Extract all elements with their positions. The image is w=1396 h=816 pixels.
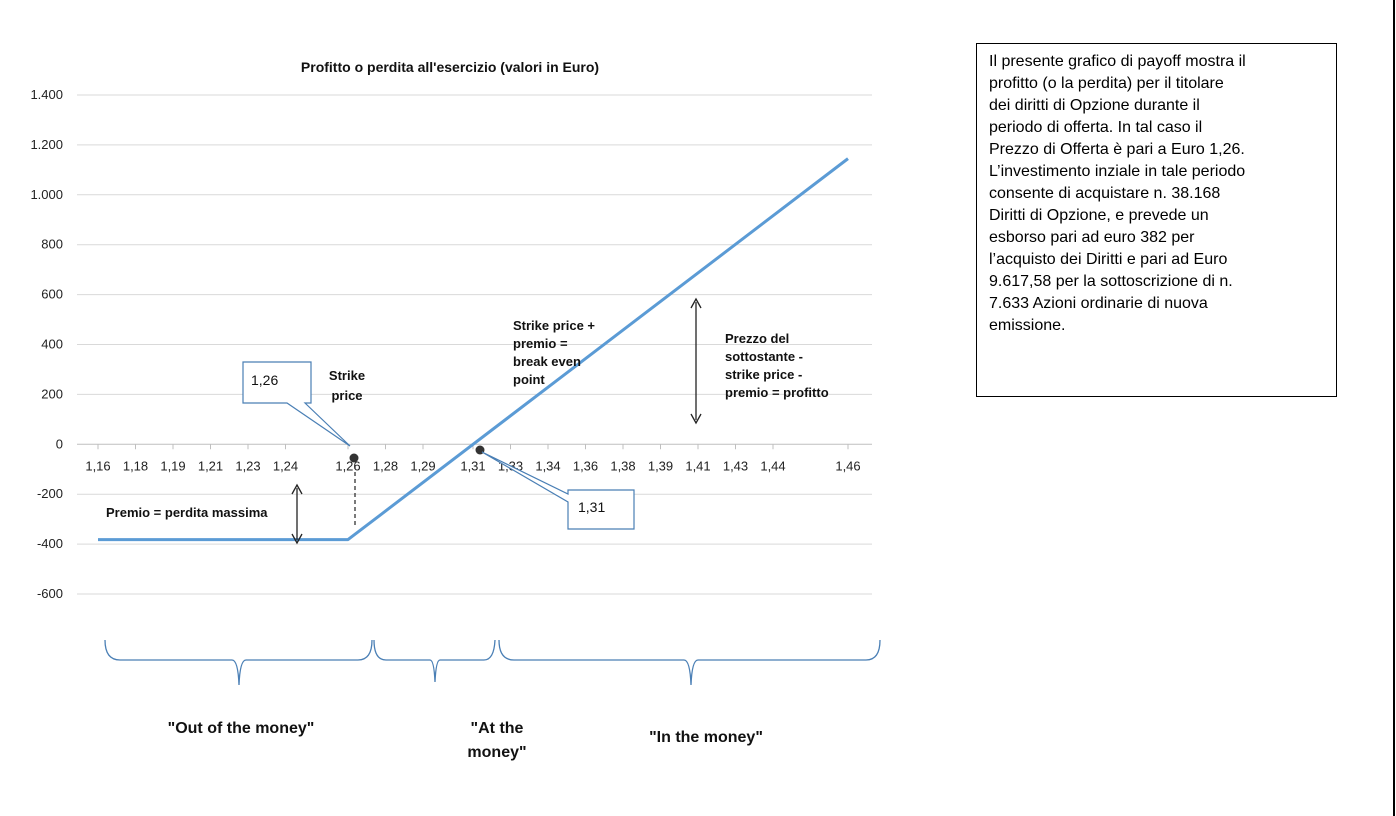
- profit-arrow: [690, 297, 702, 425]
- y-tick-label: 1.200: [30, 137, 63, 152]
- breakeven-callout-text: 1,31: [578, 499, 605, 515]
- premium-arrow: [291, 483, 303, 545]
- y-tick-label: -400: [37, 536, 63, 551]
- profit-label-line-4: premio = profitto: [725, 385, 829, 400]
- brace-in-the-money: [498, 639, 881, 686]
- brace-at-the-money: [373, 639, 496, 683]
- strike-callout: 1,26: [242, 361, 351, 447]
- info-line: 7.633 Azioni ordinarie di nuova: [989, 295, 1208, 312]
- y-tick-label: 1.400: [30, 87, 63, 102]
- x-tick-label: 1,43: [723, 458, 748, 473]
- info-line: Il presente grafico di payoff mostra il: [989, 53, 1246, 70]
- profit-label-line-2: sottostante -: [725, 349, 803, 364]
- x-axis: 1,16 1,18 1,19 1,21 1,23 1,24 1,26 1,28 1,29 1,31…: [77, 443, 872, 473]
- brace-out-of-the-money: [104, 639, 373, 686]
- breakeven-label-line-3: break even: [513, 354, 581, 369]
- gridlines: [77, 94, 872, 595]
- x-tick-label: 1,23: [235, 458, 260, 473]
- info-line: profitto (o la perdita) per il titolare: [989, 75, 1224, 92]
- x-tick-label: 1,44: [760, 458, 785, 473]
- profit-label-line-1: Prezzo del: [725, 331, 789, 346]
- y-tick-label: -200: [37, 486, 63, 501]
- info-line: l’acquisto dei Diritti e pari ad Euro: [989, 251, 1228, 268]
- x-tick-label: 1,18: [123, 458, 148, 473]
- strike-label-line-2: price: [331, 388, 362, 403]
- x-tick-label: 1,29: [410, 458, 435, 473]
- zone-label-at-the-money-line-1: "At the: [471, 720, 524, 737]
- x-tick-label: 1,39: [648, 458, 673, 473]
- page-right-border: [1393, 0, 1395, 816]
- info-text-box: Il presente grafico di payoff mostra il …: [976, 43, 1337, 397]
- chart-title: Profitto o perdita all'esercizio (valori…: [301, 59, 599, 75]
- info-line: Diritti di Opzione, e prevede un: [989, 207, 1209, 224]
- breakeven-label-line-2: premio =: [513, 336, 568, 351]
- x-tick-label: 1,16: [85, 458, 110, 473]
- y-tick-label: -600: [37, 586, 63, 601]
- breakeven-label-line-4: point: [513, 372, 545, 387]
- x-tick-label: 1,24: [273, 458, 298, 473]
- y-tick-label: 1.000: [30, 187, 63, 202]
- x-tick-label: 1,34: [535, 458, 560, 473]
- y-tick-label: 600: [41, 287, 63, 302]
- y-tick-label: 400: [41, 337, 63, 352]
- info-line: emissione.: [989, 317, 1066, 334]
- zone-label-out-of-the-money: "Out of the money": [168, 720, 315, 737]
- x-tick-label: 1,31: [460, 458, 485, 473]
- info-line: Prezzo di Offerta è pari a Euro 1,26.: [989, 141, 1245, 158]
- premium-label: Premio = perdita massima: [106, 505, 268, 520]
- strike-callout-text: 1,26: [251, 372, 278, 388]
- info-line: 9.617,58 per la sottoscrizione di n.: [989, 273, 1233, 290]
- x-tick-label: 1,21: [198, 458, 223, 473]
- info-line: periodo di offerta. In tal caso il: [989, 119, 1203, 136]
- x-tick-label: 1,28: [373, 458, 398, 473]
- x-tick-label: 1,36: [573, 458, 598, 473]
- strike-marker: [349, 453, 359, 463]
- zone-label-in-the-money: "In the money": [649, 729, 763, 746]
- x-tick-label: 1,41: [685, 458, 710, 473]
- breakeven-label-line-1: Strike price +: [513, 318, 595, 333]
- y-tick-label: 0: [56, 436, 63, 451]
- strike-label-line-1: Strike: [329, 368, 365, 383]
- info-line: consente di acquistare n. 38.168: [989, 185, 1221, 202]
- x-tick-label: 1,46: [835, 458, 860, 473]
- x-tick-label: 1,19: [160, 458, 185, 473]
- info-line: L’investimento inziale in tale periodo: [989, 163, 1246, 180]
- info-line: dei diritti di Opzione durante il: [989, 97, 1200, 114]
- y-tick-label: 800: [41, 237, 63, 252]
- series-group: [98, 157, 849, 542]
- y-tick-label: 200: [41, 386, 63, 401]
- y-axis-ticks: 1.400 1.200 1.000 800 600 400 200 0 -200 -400 -600: [30, 87, 63, 601]
- zone-label-at-the-money-line-2: money": [467, 744, 526, 761]
- breakeven-callout: 1,31: [481, 451, 635, 530]
- info-line: esborso pari ad euro 382 per: [989, 229, 1195, 246]
- profit-label-line-3: strike price -: [725, 367, 802, 382]
- x-tick-label: 1,38: [610, 458, 635, 473]
- payoff-series-line: [98, 157, 849, 542]
